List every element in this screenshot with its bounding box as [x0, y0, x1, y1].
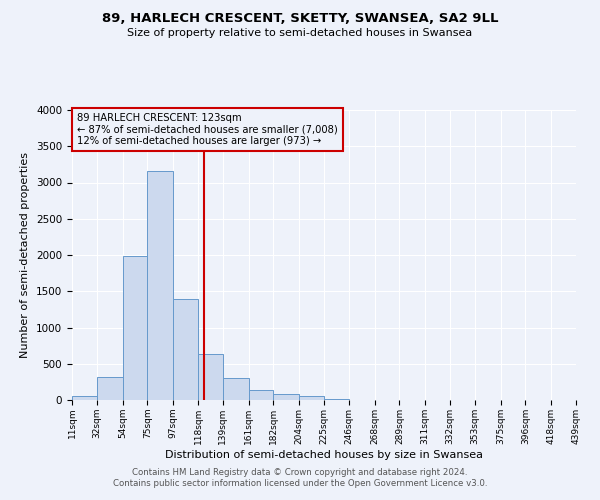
Bar — [122, 256, 148, 400]
Bar — [72, 396, 97, 400]
Text: Size of property relative to semi-detached houses in Swansea: Size of property relative to semi-detach… — [127, 28, 473, 38]
X-axis label: Distribution of semi-detached houses by size in Swansea: Distribution of semi-detached houses by … — [165, 450, 483, 460]
Bar — [324, 398, 349, 400]
Bar — [198, 354, 223, 400]
Text: Contains HM Land Registry data © Crown copyright and database right 2024.
Contai: Contains HM Land Registry data © Crown c… — [113, 468, 487, 487]
Bar — [223, 378, 248, 400]
Text: 89, HARLECH CRESCENT, SKETTY, SWANSEA, SA2 9LL: 89, HARLECH CRESCENT, SKETTY, SWANSEA, S… — [102, 12, 498, 26]
Bar — [97, 377, 122, 400]
Bar — [299, 396, 324, 400]
Y-axis label: Number of semi-detached properties: Number of semi-detached properties — [20, 152, 31, 358]
Bar — [173, 299, 198, 400]
Bar — [248, 390, 274, 400]
Bar — [148, 171, 173, 400]
Text: 89 HARLECH CRESCENT: 123sqm
← 87% of semi-detached houses are smaller (7,008)
12: 89 HARLECH CRESCENT: 123sqm ← 87% of sem… — [77, 113, 338, 146]
Bar — [274, 394, 299, 400]
